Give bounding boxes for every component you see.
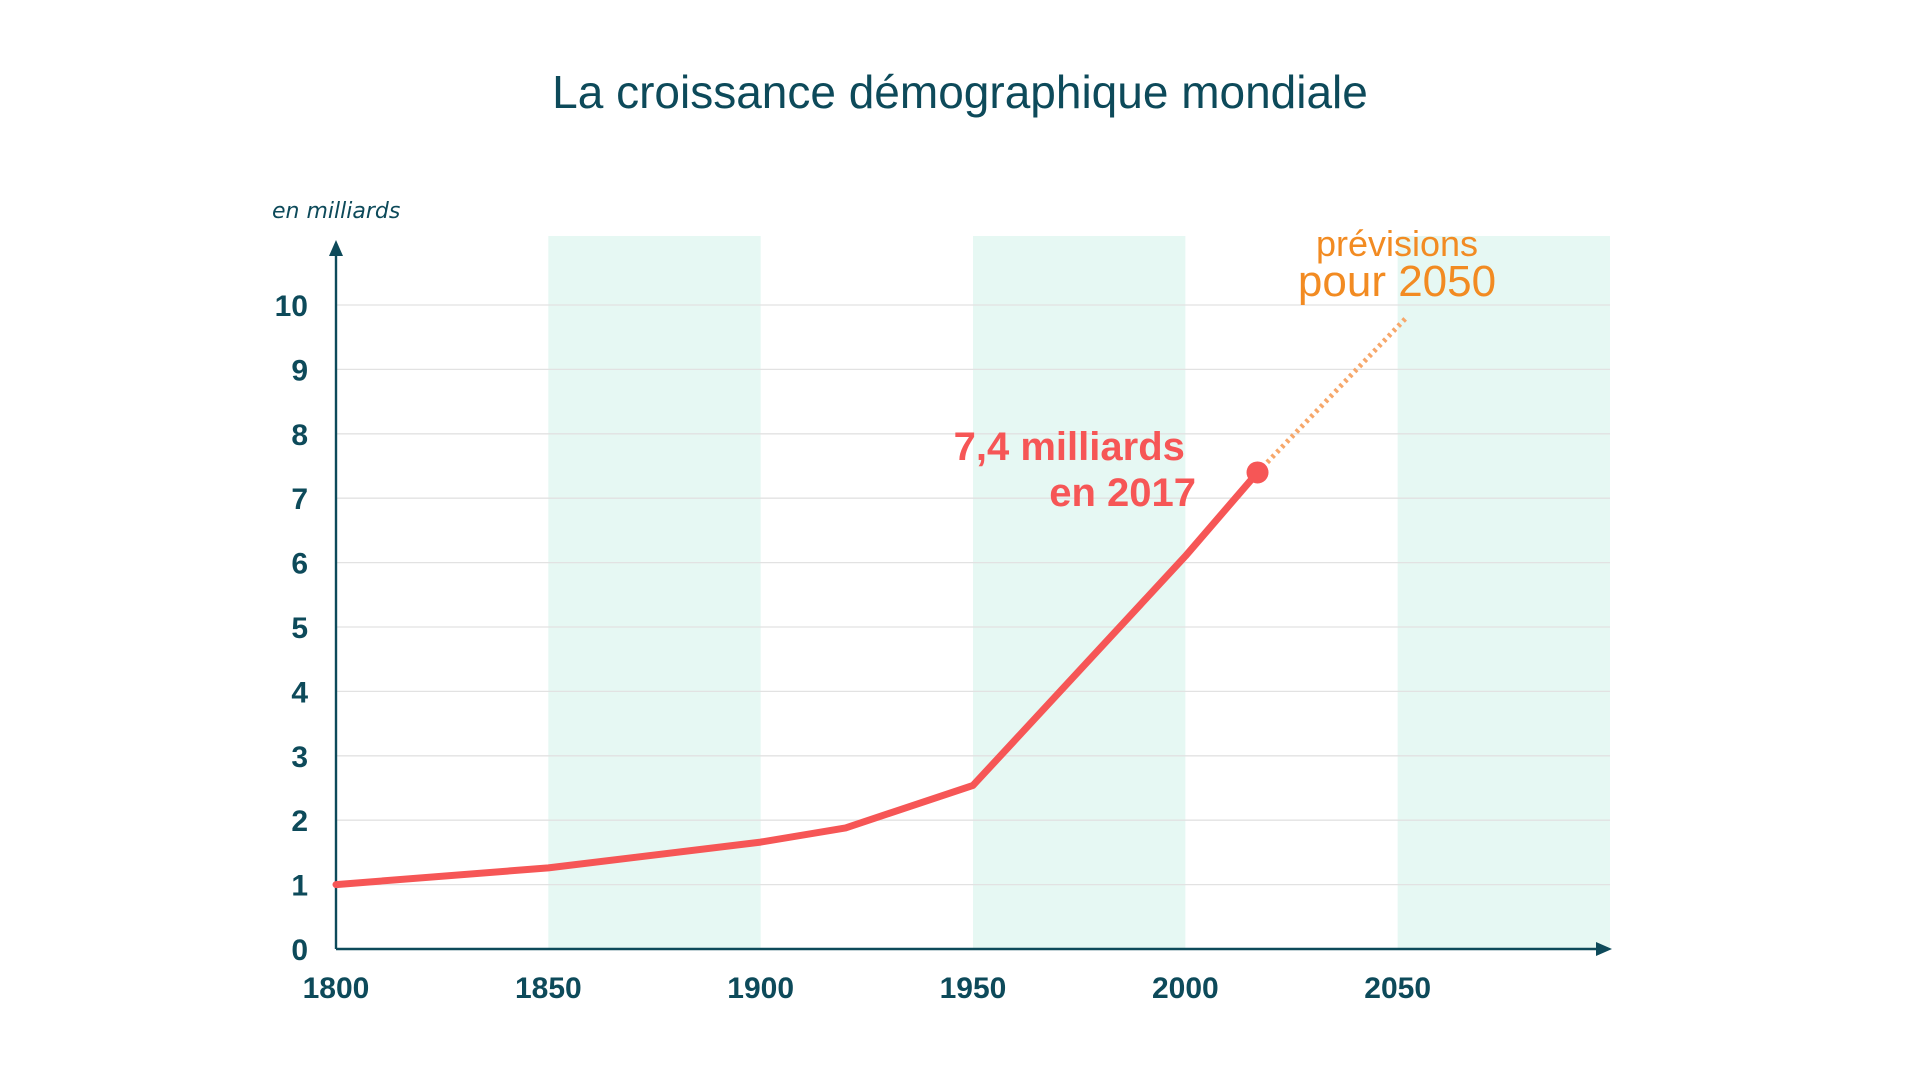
y-tick-label-2: 2 [291,805,308,838]
y-tick-label-7: 7 [291,483,308,516]
x-tick-label-2050: 2050 [1364,972,1431,1005]
gridlines [336,304,1610,886]
y-axis-unit-label: en milliards [272,199,400,224]
x-tick-label-1900: 1900 [727,972,794,1005]
shaded-periods [548,236,1610,949]
y-tick-label-9: 9 [291,354,308,387]
x-tick-label-1800: 1800 [303,972,370,1005]
annotation-forecast-line2: pour 2050 [1298,257,1496,306]
annotation-2017-line2: en 2017 [1049,471,1196,515]
y-tick-label-10: 10 [275,290,308,323]
x-tick-labels: 1800 1850 1900 1950 2000 2050 [303,972,1431,1005]
y-tick-label-4: 4 [291,676,308,709]
y-axis-arrow-icon [329,240,343,256]
y-tick-label-8: 8 [291,419,308,452]
annotation-2017-line1: 7,4 milliards [954,425,1185,469]
series-lines [332,316,1408,889]
series-line-population [332,468,1262,889]
x-tick-label-2000: 2000 [1152,972,1219,1005]
y-tick-labels: 0 1 2 3 4 5 6 7 8 9 10 [275,290,309,967]
y-tick-label-6: 6 [291,548,308,581]
y-tick-label-3: 3 [291,741,308,774]
x-axis-arrow-icon [1596,942,1612,956]
x-tick-label-1850: 1850 [515,972,582,1005]
axes [329,240,1612,956]
chart-title: La croissance démographique mondiale [552,66,1368,118]
series-line-forecast [1255,316,1408,475]
y-tick-label-0: 0 [291,934,308,967]
data-point-2017 [1246,461,1269,484]
annotation-forecast-line1: prévisions [1316,223,1478,264]
y-tick-label-5: 5 [291,612,308,645]
y-tick-label-1: 1 [291,870,308,903]
annotation-2017: 7,4 milliards en 2017 [954,425,1196,515]
shaded-band-1850-1900 [548,236,761,949]
shaded-band-2050-2100 [1397,236,1610,949]
x-tick-label-1950: 1950 [940,972,1007,1005]
annotation-forecast: prévisions pour 2050 [1298,223,1496,306]
